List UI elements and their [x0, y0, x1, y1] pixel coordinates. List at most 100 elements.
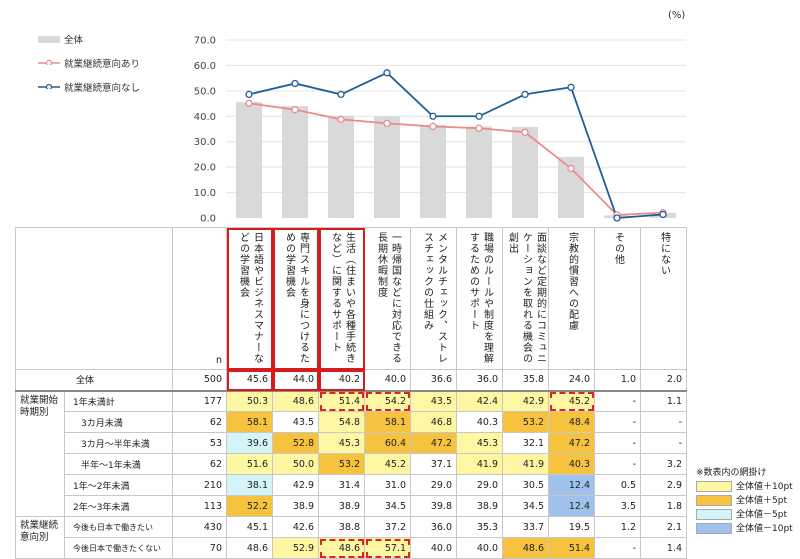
- column-header-text: 面談など定期的にコミュニケーションを取れる機会の創出: [506, 232, 546, 364]
- row-label: 半年～1年未満: [64, 453, 173, 475]
- table-cell: 48.6: [226, 537, 273, 559]
- note-label: 全体値＋10pt: [736, 482, 793, 492]
- note-item: 全体値＋10pt: [696, 479, 793, 493]
- note-item: 全体値－5pt: [696, 507, 787, 521]
- row-n: 177: [172, 390, 227, 412]
- table-row: 全体 500 45.6 44.0 40.2 40.0 36.6 36.0 35.8 24.0 1.0…: [15, 369, 687, 391]
- row-n: 210: [172, 474, 227, 496]
- point-continue: [245, 99, 253, 107]
- table-cell: 42.4: [456, 390, 503, 412]
- note-label: 全体値＋5pt: [736, 496, 787, 506]
- table-header-row: n 日本語やビジネスマナーなどの学習機会 専門スキルを身につけるための学習機会 生活（…: [15, 227, 687, 370]
- point-discontinue: [245, 90, 253, 99]
- header-blank: [15, 227, 173, 370]
- table-cell: 1.1: [640, 390, 687, 412]
- note-swatch: [696, 481, 732, 492]
- table-cell: 39.8: [410, 495, 457, 517]
- group-label: 就業継続意向別: [15, 516, 65, 559]
- table-cell: 40.0: [364, 369, 411, 391]
- table-cell: 29.0: [410, 474, 457, 496]
- header-n: n: [172, 227, 227, 370]
- table-cell: 43.5: [410, 390, 457, 412]
- table-cell: 51.4: [318, 390, 365, 412]
- table-cell: 38.1: [226, 474, 273, 496]
- n-header: n: [215, 355, 222, 366]
- bar-total: [466, 126, 492, 218]
- column-header-text: 専門スキルを身につけるための学習機会: [283, 232, 309, 364]
- note-swatch: [696, 509, 732, 520]
- chart: 0.0 10.0 20.0 30.0 40.0 50.0 60.0 70.0: [194, 36, 686, 225]
- table-cell: 37.2: [364, 516, 411, 538]
- table-row: 3カ月～半年未満 53 39.6 52.8 45.3 60.4 47.2 45.3 32.1 47…: [16, 432, 687, 454]
- table-cell: -: [640, 411, 687, 433]
- table-cell: 37.1: [410, 453, 457, 475]
- point-continue: [291, 106, 299, 114]
- table-cell: 42.9: [272, 474, 319, 496]
- table-cell: 45.2: [364, 453, 411, 475]
- table-cell: 48.4: [548, 411, 595, 433]
- point-discontinue: [291, 79, 299, 88]
- row-n: 53: [172, 432, 227, 454]
- table-cell: 53.2: [502, 411, 549, 433]
- row-label: 1年未満計: [64, 390, 173, 412]
- table-cell: 19.5: [548, 516, 595, 538]
- row-label: 3カ月未満: [64, 411, 173, 433]
- point-discontinue: [429, 112, 437, 120]
- table-cell: 34.5: [364, 495, 411, 517]
- y-tick-label: 0.0: [200, 214, 216, 225]
- column-header-text: メンタルチェック、ストレスチェックの仕組み: [421, 232, 447, 364]
- bar-total: [374, 116, 400, 218]
- table-cell: 52.9: [272, 537, 319, 559]
- table-cell: 39.6: [226, 432, 273, 454]
- table-cell: 42.6: [272, 516, 319, 538]
- table-cell: 29.0: [456, 474, 503, 496]
- column-header: 一時帰国などに対応できる長期休暇制度: [364, 227, 411, 370]
- data-table: n 日本語やビジネスマナーなどの学習機会 専門スキルを身につけるための学習機会 生活（…: [15, 227, 687, 559]
- row-label: 1年～2年未満: [64, 474, 173, 496]
- table-cell: 40.2: [318, 369, 365, 391]
- table-cell: 35.3: [456, 516, 503, 538]
- column-header: 宗教的慣習への配慮: [548, 227, 595, 370]
- table-cell: 52.8: [272, 432, 319, 454]
- row-n: 62: [172, 411, 227, 433]
- table-cell: 45.3: [318, 432, 365, 454]
- unit-label: (%): [668, 10, 686, 21]
- table-cell: 41.9: [456, 453, 503, 475]
- table-cell: 45.3: [456, 432, 503, 454]
- legend-label-total: 全体: [64, 35, 84, 46]
- point-continue: [567, 164, 575, 173]
- column-header: 職場のルールや制度を理解するためのサポート: [456, 227, 503, 370]
- table-cell: 36.0: [410, 516, 457, 538]
- table-cell: 47.2: [410, 432, 457, 454]
- table-cell: 50.0: [272, 453, 319, 475]
- table-cell: 36.6: [410, 369, 457, 391]
- table-cell: 35.8: [502, 369, 549, 391]
- column-header-text: 特にない: [658, 232, 670, 276]
- table-cell: -: [594, 390, 641, 412]
- table-cell: 38.8: [318, 516, 365, 538]
- table-cell: 54.2: [364, 390, 411, 412]
- point-continue: [337, 115, 345, 123]
- row-label: 今後も日本で働きたい: [64, 516, 173, 538]
- shading-notes: ※数表内の網掛け 全体値＋10pt 全体値＋5pt 全体値－5pt 全体値－10…: [696, 465, 793, 535]
- table-cell: 51.6: [226, 453, 273, 475]
- row-label: 3カ月～半年未満: [64, 432, 173, 454]
- point-continue: [475, 124, 483, 132]
- line-continue: [248, 102, 664, 216]
- table-cell: 1.4: [640, 537, 687, 559]
- note-item: 全体値－10pt: [696, 521, 793, 535]
- bar-total: [236, 102, 262, 218]
- point-continue: [521, 128, 529, 136]
- column-header-text: 職場のルールや制度を理解するためのサポート: [467, 232, 493, 364]
- table-cell: 58.1: [364, 411, 411, 433]
- note-label: 全体値－10pt: [736, 524, 793, 534]
- y-tick-label: 30.0: [194, 137, 216, 148]
- table-cell: 30.5: [502, 474, 549, 496]
- table-cell: -: [594, 432, 641, 454]
- table-row: 半年～1年未満 62 51.6 50.0 53.2 45.2 37.1 41.9 41.9 40.…: [16, 453, 687, 475]
- table-cell: 58.1: [226, 411, 273, 433]
- table-cell: 38.9: [318, 495, 365, 517]
- table-cell: 12.4: [548, 495, 595, 517]
- row-n: 62: [172, 453, 227, 475]
- table-cell: 54.8: [318, 411, 365, 433]
